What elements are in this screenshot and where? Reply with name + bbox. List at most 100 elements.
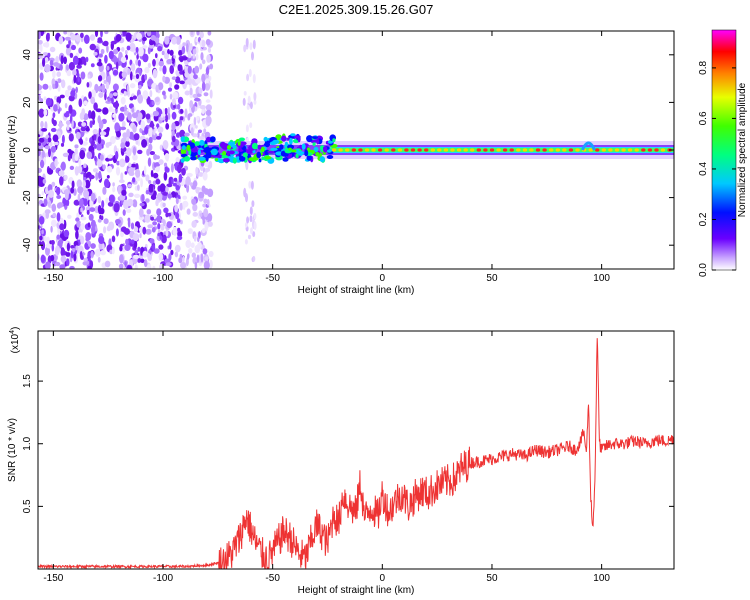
track-blob <box>269 141 276 146</box>
noise-blob <box>38 167 42 174</box>
noise-blob <box>62 152 69 158</box>
track-blob <box>204 146 210 154</box>
noise-blob <box>73 253 77 262</box>
noise-blob <box>142 36 147 42</box>
noise-blob <box>126 136 130 142</box>
noise-blob <box>78 47 83 54</box>
noise-blob <box>129 83 136 89</box>
noise-blob <box>172 91 179 99</box>
noise-blob <box>38 94 41 101</box>
track-blob <box>186 144 191 151</box>
noise-blob <box>120 172 124 181</box>
noise-blob <box>42 149 45 160</box>
noise-blob <box>156 136 162 140</box>
noise-blob <box>252 231 256 238</box>
noise-blob <box>112 69 119 76</box>
noise-blob <box>150 35 156 41</box>
noise-blob <box>205 109 212 116</box>
track-blob <box>219 141 226 149</box>
noise-blob <box>86 209 90 215</box>
noise-blob <box>127 218 131 228</box>
track-blob <box>297 151 305 155</box>
track-speck <box>437 148 442 152</box>
noise-blob <box>112 92 118 97</box>
noise-blob <box>68 104 73 114</box>
track-speck <box>410 148 416 152</box>
x-tick-label: 0 <box>380 573 386 584</box>
noise-blob <box>59 223 65 231</box>
track-speck <box>331 148 337 152</box>
noise-blob <box>199 213 203 217</box>
noise-blob <box>110 135 116 145</box>
noise-blob <box>126 208 132 213</box>
track-speck <box>601 148 606 152</box>
noise-blob <box>132 177 136 183</box>
noise-blob <box>152 110 159 117</box>
noise-blob <box>251 200 255 208</box>
noise-blob <box>69 265 75 269</box>
noise-blob <box>64 198 69 206</box>
noise-blob <box>167 48 170 55</box>
noise-blob <box>163 171 168 181</box>
noise-blob <box>115 34 122 42</box>
noise-blob <box>157 82 164 91</box>
noise-blob <box>87 251 92 261</box>
noise-blob <box>177 227 181 233</box>
track-speck <box>476 148 481 152</box>
noise-blob <box>116 160 120 166</box>
noise-blob <box>104 31 109 35</box>
noise-blob <box>49 59 54 67</box>
noise-blob <box>154 97 160 103</box>
noise-blob <box>92 118 95 125</box>
noise-blob <box>175 35 181 45</box>
noise-blob <box>209 89 213 99</box>
noise-blob <box>159 144 163 151</box>
noise-blob <box>187 253 190 259</box>
noise-blob <box>60 164 66 169</box>
noise-blob <box>159 66 163 72</box>
noise-blob <box>135 140 139 145</box>
noise-blob <box>103 226 107 234</box>
noise-blob <box>155 155 160 160</box>
noise-blob <box>179 202 183 211</box>
noise-blob <box>91 225 96 235</box>
noise-blob <box>253 99 257 105</box>
noise-blob <box>81 141 88 146</box>
track-speck <box>450 148 455 152</box>
noise-blob <box>95 108 102 113</box>
noise-blob <box>40 159 45 169</box>
noise-blob <box>144 66 150 74</box>
noise-blob <box>121 47 125 52</box>
noise-blob <box>157 232 161 237</box>
noise-blob <box>38 193 41 198</box>
noise-blob <box>138 46 144 57</box>
noise-blob <box>117 185 122 195</box>
noise-blob <box>146 253 151 258</box>
noise-blob <box>119 158 126 168</box>
noise-blob <box>97 256 101 263</box>
noise-blob <box>149 41 154 46</box>
noise-blob <box>120 231 124 238</box>
noise-blob <box>201 59 206 65</box>
noise-blob <box>187 53 192 59</box>
noise-blob <box>54 158 58 167</box>
noise-blob <box>178 173 183 183</box>
noise-blob <box>171 135 176 143</box>
track-speck <box>443 148 449 152</box>
track-speck <box>496 148 501 152</box>
noise-blob <box>85 127 90 132</box>
noise-blob <box>88 213 94 221</box>
noise-blob <box>67 214 72 219</box>
noise-blob <box>125 32 132 42</box>
noise-blob <box>38 31 41 40</box>
noise-blob <box>66 258 70 267</box>
noise-blob <box>120 142 126 149</box>
noise-blob <box>198 136 205 140</box>
noise-blob <box>73 74 77 84</box>
noise-blob <box>40 254 46 263</box>
track-blob <box>222 150 227 157</box>
track-speck <box>463 148 468 152</box>
noise-blob <box>112 48 119 55</box>
noise-blob <box>156 31 160 34</box>
noise-blob <box>56 234 61 240</box>
